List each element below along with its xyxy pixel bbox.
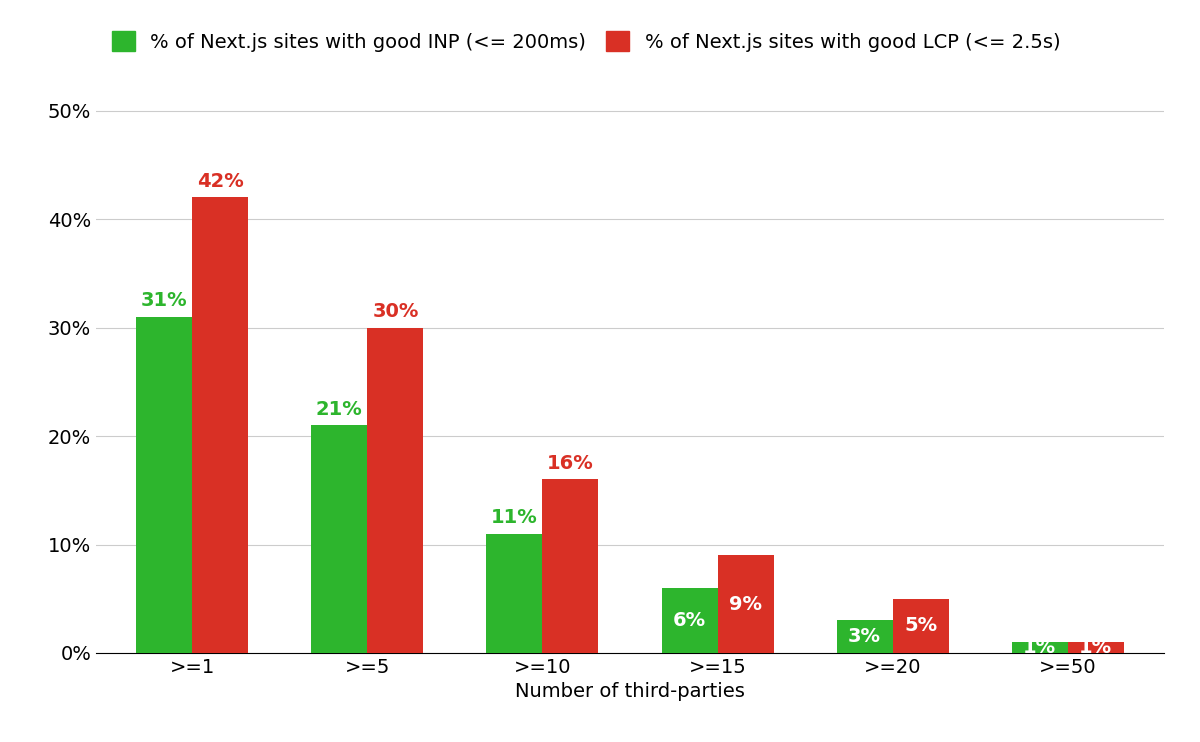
Bar [661, 588, 718, 653]
Text: 42%: 42% [197, 172, 244, 191]
Bar [542, 479, 599, 653]
Legend: % of Next.js sites with good INP (<= 200ms), % of Next.js sites with good LCP (<: % of Next.js sites with good INP (<= 200… [106, 25, 1066, 58]
Text: 1%: 1% [1024, 638, 1056, 657]
Bar [1068, 642, 1123, 653]
Text: 5%: 5% [904, 617, 937, 635]
Bar [836, 620, 893, 653]
Bar [367, 328, 424, 653]
Text: 6%: 6% [673, 611, 706, 630]
Text: 30%: 30% [372, 302, 419, 321]
Bar [192, 197, 248, 653]
Bar [137, 317, 192, 653]
Text: 16%: 16% [547, 454, 594, 473]
Bar [1012, 642, 1068, 653]
Bar [893, 599, 949, 653]
X-axis label: Number of third-parties: Number of third-parties [515, 683, 745, 701]
Text: 3%: 3% [848, 627, 881, 646]
Bar [486, 533, 542, 653]
Bar [718, 555, 774, 653]
Text: 9%: 9% [730, 594, 762, 614]
Bar [311, 425, 367, 653]
Text: 31%: 31% [140, 292, 187, 310]
Text: 1%: 1% [1079, 638, 1112, 657]
Text: 21%: 21% [316, 400, 362, 418]
Text: 11%: 11% [491, 508, 538, 527]
